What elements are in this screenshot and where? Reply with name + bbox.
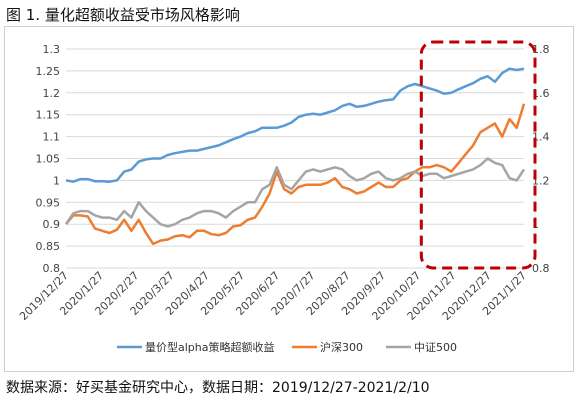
chart-series xyxy=(64,67,526,246)
chart-gridlines xyxy=(66,48,524,269)
y-left-tick-label: 1.2 xyxy=(43,87,61,100)
series-line-0 xyxy=(65,67,525,183)
y-left-tick-label: 1.05 xyxy=(36,153,61,166)
highlight-box xyxy=(419,40,537,270)
legend-label-1: 沪深300 xyxy=(320,340,363,354)
legend-label-2: 中证500 xyxy=(414,341,457,354)
figure-title: 图 1. 量化超额收益受市场风格影响 xyxy=(6,6,240,24)
highlight-rect xyxy=(419,40,537,270)
y-left-tick-label: 1.25 xyxy=(36,65,61,78)
legend-label-0: 量价型alpha策略超额收益 xyxy=(145,340,275,354)
y-left-tick-label: 0.85 xyxy=(36,240,61,253)
series-line-1 xyxy=(65,103,526,246)
y-left-tick-label: 0.9 xyxy=(43,218,61,231)
series-line-2 xyxy=(64,157,526,228)
y-left-tick-label: 1.3 xyxy=(43,43,61,56)
chart-legend: 量价型alpha策略超额收益 沪深300 中证500 xyxy=(117,340,457,354)
y-left-tick-label: 0.95 xyxy=(36,196,61,209)
data-source-note: 数据来源：好买基金研究中心，数据日期：2019/12/27-2021/2/10 xyxy=(6,380,430,396)
y-left-tick-label: 0.8 xyxy=(43,262,61,275)
y-left-tick-label: 1.15 xyxy=(36,109,61,122)
y-right-tick-label: 1.8 xyxy=(532,43,550,56)
left-axis-ticks: 0.8 0.85 0.9 0.95 1 1.05 1.1 1.15 1.2 1.25 1.3 xyxy=(36,43,61,275)
chart-frame xyxy=(4,26,574,372)
y-left-tick-label: 1.1 xyxy=(43,131,61,144)
x-axis-ticks: 2019/12/272020/1/272020/2/272020/3/27202… xyxy=(17,269,529,323)
y-right-tick-label: 0.8 xyxy=(532,262,550,275)
y-left-tick-label: 1 xyxy=(53,174,60,187)
